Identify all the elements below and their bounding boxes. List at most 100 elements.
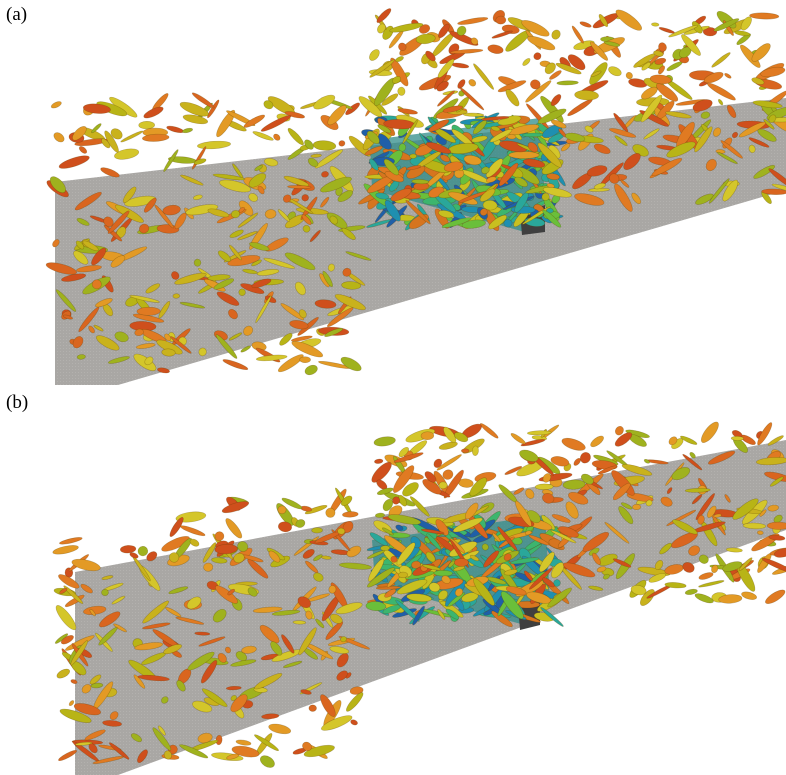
- vortex-structure: [461, 448, 470, 454]
- vortex-structure: [341, 281, 362, 290]
- vortex-structure: [504, 466, 523, 475]
- vortex-structure: [534, 483, 554, 491]
- vortex-structure: [341, 227, 356, 240]
- vortex-structure: [773, 514, 783, 524]
- vortex-structure: [369, 59, 395, 78]
- vortex-structure: [213, 278, 235, 290]
- vortex-structure: [497, 80, 527, 93]
- vortex-structure: [287, 185, 312, 189]
- vortex-structure: [130, 733, 143, 743]
- vortex-structure: [229, 229, 244, 238]
- vortex-structure: [301, 194, 309, 202]
- vortex-structure: [302, 225, 311, 233]
- vortex-structure: [145, 283, 161, 294]
- vortex-structure: [109, 711, 119, 721]
- vortex-structure: [91, 247, 107, 266]
- vortex-structure: [713, 18, 740, 32]
- vortex-structure: [101, 138, 111, 149]
- vortex-structure: [138, 223, 150, 234]
- vortex-structure: [612, 558, 632, 568]
- vortex-structure: [368, 558, 385, 582]
- vortex-structure: [374, 458, 384, 464]
- vortex-structure: [397, 86, 406, 96]
- vortex-structure: [252, 606, 283, 613]
- vortex-structure: [326, 307, 354, 328]
- vortex-structure: [481, 116, 510, 121]
- vortex-structure: [643, 459, 650, 464]
- vortex-structure: [279, 333, 293, 346]
- vortex-structure: [268, 550, 281, 563]
- vortex-structure: [142, 133, 170, 142]
- vortex-structure: [694, 126, 713, 153]
- vortex-structure: [748, 137, 770, 148]
- vortex-structure: [422, 564, 441, 571]
- vortex-structure: [252, 131, 274, 141]
- vortex-structure: [590, 435, 604, 448]
- vortex-structure: [249, 242, 270, 251]
- vortex-structure: [247, 587, 258, 597]
- vortex-structure: [390, 555, 398, 563]
- vortex-structure: [104, 130, 119, 153]
- vortex-structure: [703, 71, 724, 84]
- vortex-structure: [768, 534, 786, 541]
- vortex-structure: [298, 627, 317, 656]
- vortex-structure: [144, 356, 154, 366]
- vortex-structure: [201, 688, 228, 708]
- vortex-structure: [60, 635, 74, 645]
- vortex-structure: [501, 24, 520, 34]
- vortex-structure: [227, 588, 236, 596]
- vortex-structure: [263, 100, 274, 110]
- vortex-structure: [349, 686, 364, 695]
- vortex-structure: [142, 600, 170, 624]
- vortex-structure: [522, 58, 531, 66]
- vortex-structure: [463, 155, 482, 166]
- vortex-structure: [84, 729, 106, 741]
- vortex-structure: [314, 149, 344, 169]
- vortex-structure: [459, 87, 485, 111]
- vortex-structure: [59, 708, 92, 723]
- vortex-structure: [761, 188, 786, 195]
- vortex-structure: [197, 140, 231, 150]
- vortex-structure: [573, 457, 581, 466]
- vortex-structure: [175, 616, 205, 625]
- vortex-structure: [311, 527, 323, 534]
- vortex-structure: [197, 732, 213, 744]
- vortex-structure: [551, 29, 561, 40]
- vortex-structure: [364, 145, 383, 156]
- vortex-structure: [179, 525, 206, 537]
- vortex-structure: [342, 520, 354, 534]
- vortex-structure: [479, 423, 499, 439]
- vortex-structure: [98, 626, 118, 646]
- vortex-structure: [350, 719, 358, 726]
- vortex-structure: [738, 121, 767, 138]
- vortex-structure: [338, 636, 371, 650]
- vortex-structure: [179, 101, 209, 117]
- vortex-structure: [668, 24, 699, 38]
- vortex-structure: [64, 594, 85, 608]
- vortex-structure: [192, 700, 213, 713]
- vortex-structure: [207, 208, 230, 218]
- vortex-structure: [376, 8, 392, 23]
- vortex-structure: [469, 554, 480, 562]
- vortex-structure: [713, 513, 722, 518]
- vortex-structure: [283, 175, 310, 187]
- vortex-structure: [186, 596, 202, 610]
- vortex-structure: [753, 164, 776, 179]
- vortex-structure: [614, 183, 633, 212]
- vortex-structure: [567, 54, 586, 71]
- vortex-structure: [420, 431, 435, 441]
- vortex-structure: [313, 94, 336, 110]
- vortex-structure: [109, 742, 130, 760]
- vortex-structure: [211, 557, 228, 564]
- vortex-structure: [100, 167, 120, 178]
- vortex-structure: [238, 206, 245, 213]
- vortex-structure: [505, 586, 527, 596]
- vortex-structure: [49, 176, 66, 194]
- vortex-structure: [457, 79, 466, 89]
- vortex-structure: [327, 263, 335, 272]
- vortex-structure: [618, 506, 634, 525]
- vortex-structure: [530, 79, 541, 90]
- vortex-structure: [433, 569, 453, 577]
- vortex-structure: [609, 128, 637, 138]
- vortex-structure: [76, 217, 90, 226]
